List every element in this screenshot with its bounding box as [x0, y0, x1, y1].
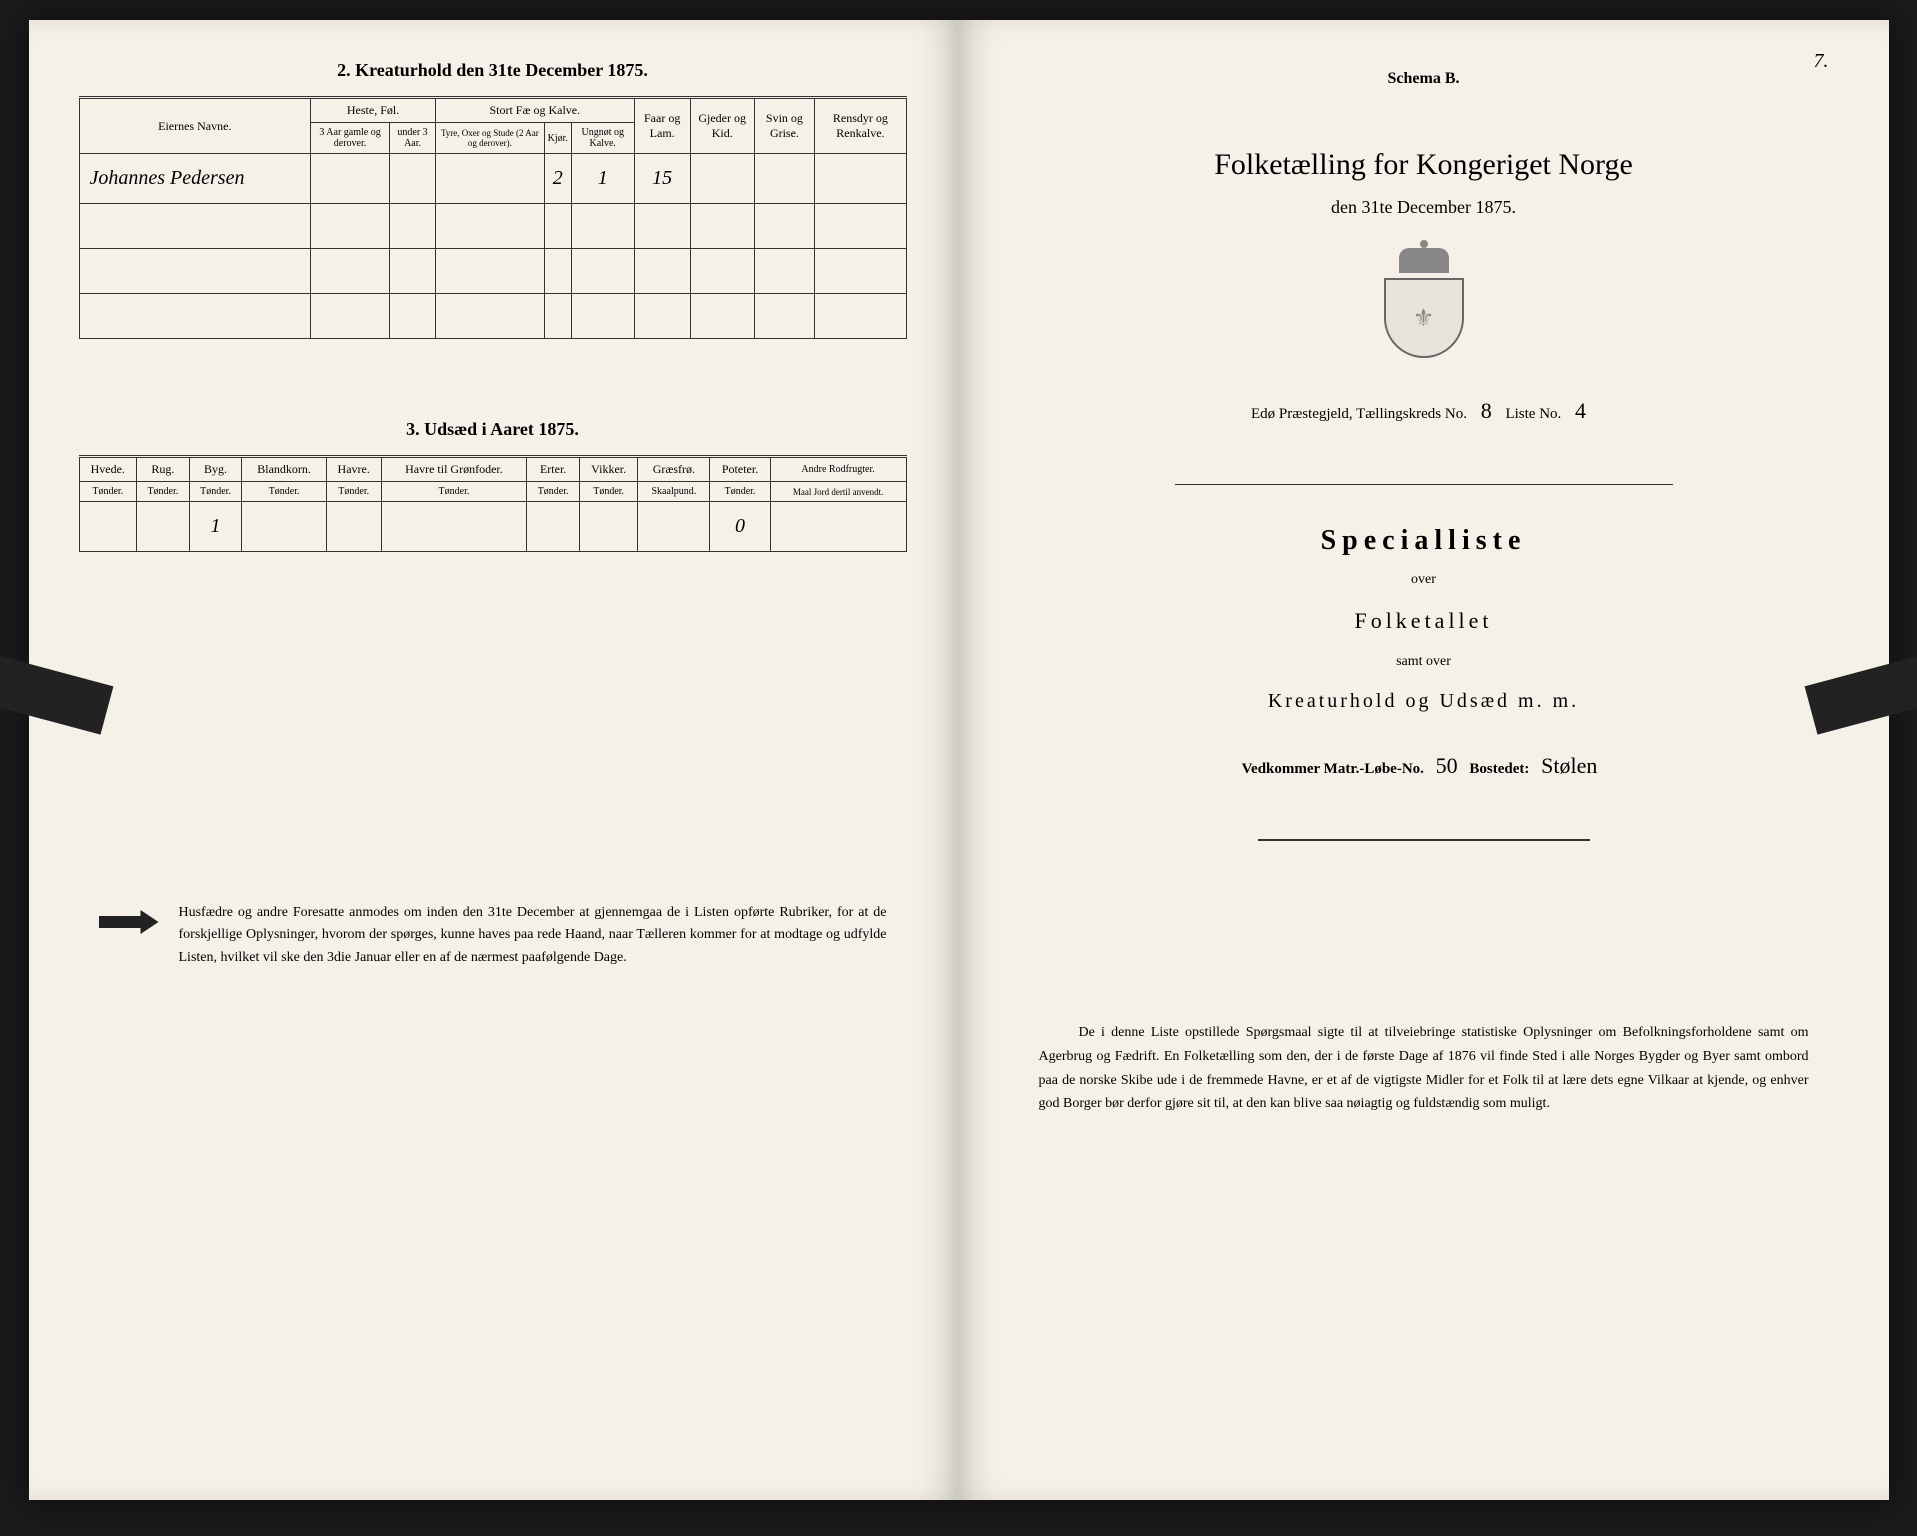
data-row-1: Johannes Pedersen 2 1 15	[79, 154, 906, 204]
cell-name: Johannes Pedersen	[79, 154, 311, 204]
th-hvede-u: Tønder.	[79, 482, 137, 502]
th-stort-c: Ungnøt og Kalve.	[571, 123, 634, 154]
udsaed-row-1: 1 0	[79, 502, 906, 552]
parish-line: Edø Præstegjeld, Tællingskreds No. 8 Lis…	[1009, 398, 1839, 444]
pointing-hand-icon	[99, 907, 159, 937]
section3-title: 3. Udsæd i Aaret 1875.	[79, 419, 907, 440]
vedkommer-line: Vedkommer Matr.-Løbe-No. 50 Bostedet: St…	[1009, 753, 1839, 779]
th-andre: Andre Rodfrugter.	[770, 457, 906, 482]
th-erter: Erter.	[527, 457, 580, 482]
vedkommer-no: 50	[1436, 753, 1458, 778]
th-erter-u: Tønder.	[527, 482, 580, 502]
coat-of-arms-icon: ⚜	[1379, 248, 1469, 358]
empty-row	[79, 249, 906, 294]
cell-kjor: 2	[544, 154, 571, 204]
th-byg-u: Tønder.	[189, 482, 242, 502]
th-bland: Blandkorn.	[242, 457, 326, 482]
samt-over-text: samt over	[1009, 654, 1839, 670]
section2-title: 2. Kreaturhold den 31te December 1875.	[79, 60, 907, 81]
footer-text: De i denne Liste opstillede Spørgsmaal s…	[1009, 1021, 1839, 1116]
th-gjeder: Gjeder og Kid.	[690, 98, 754, 154]
empty-row	[79, 294, 906, 339]
th-svin: Svin og Grise.	[754, 98, 815, 154]
th-rug: Rug.	[137, 457, 190, 482]
parish-label: Edø Præstegjeld, Tællingskreds No.	[1251, 406, 1467, 422]
kreatur-text: Kreaturhold og Udsæd m. m.	[1009, 690, 1839, 713]
th-byg: Byg.	[189, 457, 242, 482]
th-hvede: Hvede.	[79, 457, 137, 482]
parish-no: 8	[1481, 398, 1492, 423]
schema-label: Schema B.	[1009, 70, 1839, 88]
th-heste-a: 3 Aar gamle og derover.	[311, 123, 390, 154]
over-text: over	[1009, 572, 1839, 588]
vedkommer-label: Vedkommer Matr.-Løbe-No.	[1242, 761, 1424, 777]
cell-faar: 15	[634, 154, 690, 204]
liste-no: 4	[1575, 398, 1586, 423]
bostedet-val: Stølen	[1541, 753, 1597, 778]
divider	[1258, 839, 1590, 841]
th-stort-a: Tyre, Oxer og Stude (2 Aar og derover).	[436, 123, 545, 154]
kreaturhold-table: Eiernes Navne. Heste, Føl. Stort Fæ og K…	[79, 96, 907, 339]
th-heste-group: Heste, Føl.	[311, 98, 436, 123]
th-poteter-u: Tønder.	[710, 482, 770, 502]
th-heste-b: under 3 Aar.	[390, 123, 436, 154]
cell-ungnot: 1	[571, 154, 634, 204]
book-spread: 2. Kreaturhold den 31te December 1875. E…	[29, 20, 1889, 1500]
th-havre-gron-u: Tønder.	[381, 482, 527, 502]
bostedet-label: Bostedet:	[1469, 761, 1529, 777]
left-page: 2. Kreaturhold den 31te December 1875. E…	[29, 20, 959, 1500]
divider	[1175, 484, 1673, 485]
page-number: 7.	[1814, 50, 1829, 73]
th-havre-gron: Havre til Grønfoder.	[381, 457, 527, 482]
th-vikker: Vikker.	[579, 457, 637, 482]
th-graes-u: Skaalpund.	[638, 482, 710, 502]
th-name: Eiernes Navne.	[79, 98, 311, 154]
th-faar: Faar og Lam.	[634, 98, 690, 154]
census-title: Folketælling for Kongeriget Norge	[1009, 148, 1839, 182]
census-date: den 31te December 1875.	[1009, 197, 1839, 218]
th-poteter: Poteter.	[710, 457, 770, 482]
notice-block: Husfædre og andre Foresatte anmodes om i…	[79, 902, 907, 969]
th-havre: Havre.	[326, 457, 381, 482]
notice-text: Husfædre og andre Foresatte anmodes om i…	[179, 902, 887, 969]
th-havre-u: Tønder.	[326, 482, 381, 502]
liste-label: Liste No.	[1505, 406, 1561, 422]
folketallet-text: Folketallet	[1009, 608, 1839, 634]
cell-byg: 1	[189, 502, 242, 552]
th-bland-u: Tønder.	[242, 482, 326, 502]
th-stort-b: Kjør.	[544, 123, 571, 154]
right-page: 7. Schema B. Folketælling for Kongeriget…	[959, 20, 1889, 1500]
udsaed-table: Hvede. Rug. Byg. Blandkorn. Havre. Havre…	[79, 455, 907, 552]
th-vikker-u: Tønder.	[579, 482, 637, 502]
th-graes: Græsfrø.	[638, 457, 710, 482]
th-stort-group: Stort Fæ og Kalve.	[436, 98, 634, 123]
th-rug-u: Tønder.	[137, 482, 190, 502]
th-andre-u: Maal Jord dertil anvendt.	[770, 482, 906, 502]
empty-row	[79, 204, 906, 249]
specialliste-title: Specialliste	[1009, 525, 1839, 557]
th-rensdyr: Rensdyr og Renkalve.	[815, 98, 906, 154]
cell-poteter: 0	[710, 502, 770, 552]
